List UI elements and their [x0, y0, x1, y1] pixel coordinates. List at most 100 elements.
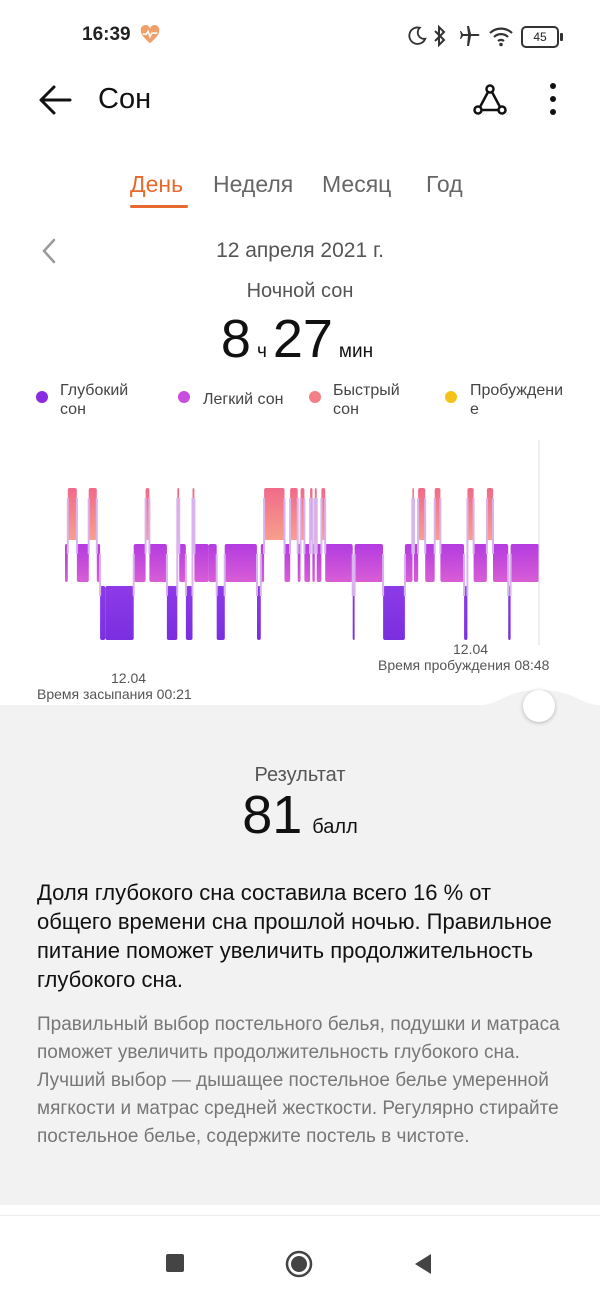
panel-top-curve [0, 690, 600, 707]
sleep-segment-deep [216, 586, 225, 640]
stage-transition [382, 554, 385, 596]
stage-transition [184, 554, 187, 596]
sleep-segment-light [224, 544, 257, 582]
sleep-stages-chart[interactable] [30, 440, 570, 660]
square-icon[interactable] [165, 1253, 185, 1273]
sleep-segment-deep [257, 586, 261, 640]
result-label: Результат [254, 764, 346, 786]
stage-transition [320, 498, 323, 554]
stage-transition [466, 498, 469, 596]
sleep-segment-light [493, 544, 509, 582]
more-vertical-icon[interactable] [540, 80, 566, 120]
sleep-segment-rem [290, 488, 298, 540]
stage-transition [351, 554, 354, 596]
status-bar: 16:39 45 [0, 0, 600, 70]
sleep-segment-rem [418, 488, 426, 540]
stage-transition [403, 554, 406, 596]
stage-transition [472, 498, 475, 554]
stage-transition [311, 498, 314, 554]
stage-transition [132, 554, 135, 596]
moon-icon [408, 26, 427, 45]
stage-transition [439, 498, 442, 554]
sleep-segment-light [510, 544, 539, 582]
stage-transition [313, 498, 316, 554]
chart-start-date: 12.04 [111, 670, 147, 686]
chevron-left-icon[interactable] [38, 236, 60, 266]
triangle-back-icon[interactable] [412, 1252, 434, 1276]
stage-transition [99, 554, 102, 596]
tab-week[interactable]: Неделя [213, 171, 294, 197]
stage-transition [256, 554, 258, 596]
tab-year[interactable]: Год [426, 171, 463, 197]
stage-transition [485, 498, 488, 554]
sleep-segment-light [149, 544, 167, 582]
sleep-segment-light [133, 544, 146, 582]
legend-label-awake: Пробуждение [470, 382, 563, 418]
stage-transition [433, 498, 436, 554]
sleep-duration: 8 ч 27 мин [0, 308, 600, 370]
result-panel [0, 705, 600, 1205]
sleep-segment-deep [508, 586, 511, 640]
sleep-segment-light [179, 544, 186, 582]
legend-label-rem: Быстрый сон [333, 382, 400, 418]
duration-hours-unit: ч [256, 341, 267, 362]
stage-transition [492, 498, 494, 554]
active-tab-indicator [130, 205, 188, 208]
tab-day[interactable]: День [130, 171, 184, 197]
stage-transition [315, 498, 318, 554]
sleep-segment-light [194, 544, 209, 582]
legend-dot-deep [36, 391, 48, 403]
legend-dot-awake [445, 391, 457, 403]
sleep-segment-rem [486, 488, 494, 540]
stage-transition [353, 554, 356, 596]
share-nodes-icon[interactable] [470, 80, 510, 120]
chart-slider-handle[interactable] [523, 690, 555, 722]
stage-transition [87, 498, 90, 554]
legend-label-light: Легкий сон [203, 391, 284, 408]
sleep-segment-rem [88, 488, 97, 540]
stage-transition [412, 498, 415, 554]
stage-transition [259, 554, 262, 596]
stage-transition [193, 498, 196, 554]
stage-transition [165, 554, 168, 596]
stage-transition [411, 498, 414, 554]
stage-transition [283, 498, 286, 554]
stage-transition [75, 498, 78, 554]
wifi-icon [489, 27, 513, 47]
duration-hours: 8 [220, 309, 251, 369]
stage-transition [289, 498, 292, 554]
stage-transition [176, 498, 179, 596]
circle-icon[interactable] [285, 1250, 313, 1278]
stage-transition [417, 498, 420, 554]
sleep-segment-light [354, 544, 383, 582]
stage-transition [299, 498, 302, 554]
sleep-segment-rem [467, 488, 474, 540]
stage-transition [95, 498, 98, 554]
sleep-type-label: Ночной сон [246, 280, 354, 302]
stage-transition [507, 554, 510, 596]
stage-transition [215, 554, 218, 596]
status-time: 16:39 [82, 24, 131, 45]
chart-end-label: Время пробуждения 08:48 [378, 657, 550, 673]
stage-transition [144, 498, 147, 554]
sleep-segment-light [440, 544, 465, 582]
tab-month[interactable]: Месяц [322, 171, 392, 197]
stage-transition [296, 498, 299, 554]
navigation-bar [0, 1215, 600, 1301]
stage-transition [178, 498, 181, 554]
sleep-segment-deep [166, 586, 178, 640]
sleep-segment-light [425, 544, 435, 582]
arrow-left-icon[interactable] [36, 80, 76, 120]
sleep-segment-deep [100, 586, 106, 640]
stage-transition [309, 498, 312, 554]
score-value: 81 [242, 785, 303, 845]
duration-minutes: 27 [272, 309, 333, 369]
heart-rate-icon [140, 25, 160, 44]
sleep-segment-light [76, 544, 89, 582]
legend-label-deep: Глубокий сон [60, 382, 129, 418]
sleep-segment-light [208, 544, 217, 582]
sleep-segment-light [473, 544, 487, 582]
sleep-segment-light [325, 544, 353, 582]
bluetooth-icon [434, 24, 446, 48]
chart-start-label: Время засыпания 00:21 [37, 686, 192, 702]
